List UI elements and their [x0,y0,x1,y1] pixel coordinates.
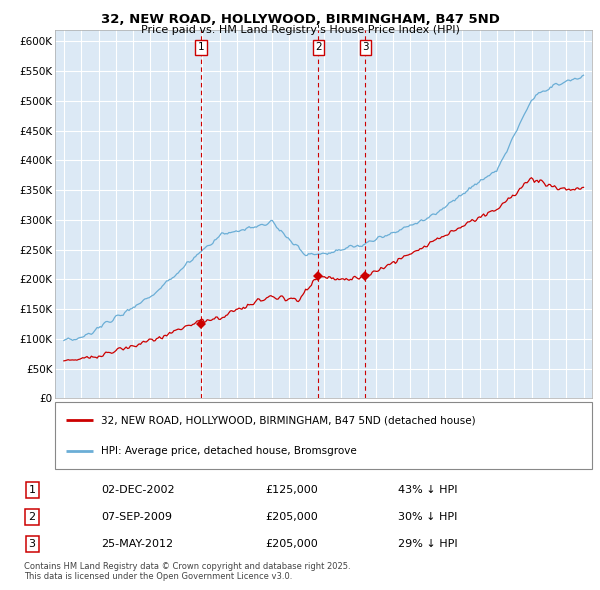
Text: Contains HM Land Registry data © Crown copyright and database right 2025.
This d: Contains HM Land Registry data © Crown c… [24,562,350,581]
Text: 1: 1 [29,485,35,495]
Text: £205,000: £205,000 [265,512,318,522]
Text: 30% ↓ HPI: 30% ↓ HPI [398,512,457,522]
Text: 32, NEW ROAD, HOLLYWOOD, BIRMINGHAM, B47 5ND (detached house): 32, NEW ROAD, HOLLYWOOD, BIRMINGHAM, B47… [101,415,475,425]
Text: £125,000: £125,000 [265,485,318,495]
Text: 02-DEC-2002: 02-DEC-2002 [101,485,175,495]
Text: 1: 1 [198,42,205,53]
Text: 2: 2 [29,512,36,522]
Text: 43% ↓ HPI: 43% ↓ HPI [398,485,457,495]
Text: 25-MAY-2012: 25-MAY-2012 [101,539,173,549]
Text: 07-SEP-2009: 07-SEP-2009 [101,512,172,522]
Text: 2: 2 [315,42,322,53]
FancyBboxPatch shape [55,402,592,469]
Text: HPI: Average price, detached house, Bromsgrove: HPI: Average price, detached house, Brom… [101,446,356,456]
Text: 3: 3 [29,539,35,549]
Text: 32, NEW ROAD, HOLLYWOOD, BIRMINGHAM, B47 5ND: 32, NEW ROAD, HOLLYWOOD, BIRMINGHAM, B47… [101,13,499,26]
Text: 29% ↓ HPI: 29% ↓ HPI [398,539,458,549]
Text: £205,000: £205,000 [265,539,318,549]
Text: 3: 3 [362,42,368,53]
Text: Price paid vs. HM Land Registry's House Price Index (HPI): Price paid vs. HM Land Registry's House … [140,25,460,35]
